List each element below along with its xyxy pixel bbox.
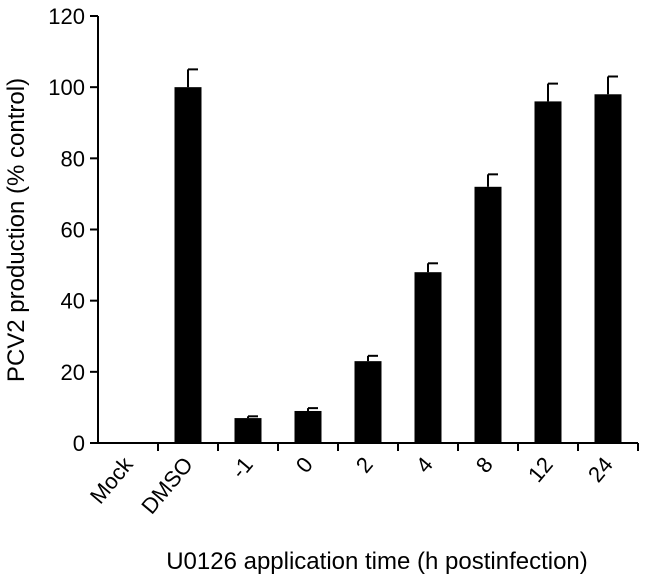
y-axis-title: PCV2 production (% control) [3, 78, 30, 382]
y-tick-label: 100 [48, 75, 85, 100]
bar-8 [474, 186, 502, 444]
bar-4 [414, 272, 442, 443]
y-tick-label: 80 [61, 146, 85, 171]
bar-2 [354, 361, 382, 443]
y-tick-label: 40 [61, 289, 85, 314]
x-tick-label-4: 4 [411, 452, 438, 477]
y-tick-label: 0 [73, 431, 85, 456]
x-tick-label-0: 0 [291, 452, 318, 477]
x-axis-title: U0126 application time (h postinfection) [166, 548, 588, 575]
error-bars-group [187, 68, 618, 419]
x-tick-label-DMSO: DMSO [136, 452, 198, 519]
x-tick-label-Mock: Mock [85, 451, 139, 508]
bar--1 [234, 418, 262, 443]
x-tick-label-8: 8 [471, 452, 498, 477]
y-tick-label: 120 [48, 4, 85, 29]
bar-0 [294, 410, 322, 443]
x-tick-label-2: 2 [351, 452, 378, 477]
x-tick-label-12: 12 [523, 452, 558, 487]
bars-group [174, 87, 622, 444]
bar-12 [534, 101, 562, 444]
y-tick-label: 60 [61, 218, 85, 243]
bar-DMSO [174, 87, 202, 444]
x-tick-label-24: 24 [583, 452, 618, 487]
y-axis: 0 20 40 60 80 100 120 [48, 4, 99, 456]
bar-24 [594, 94, 622, 444]
x-tick-label--1: -1 [226, 452, 258, 483]
y-tick-label: 20 [61, 360, 85, 385]
